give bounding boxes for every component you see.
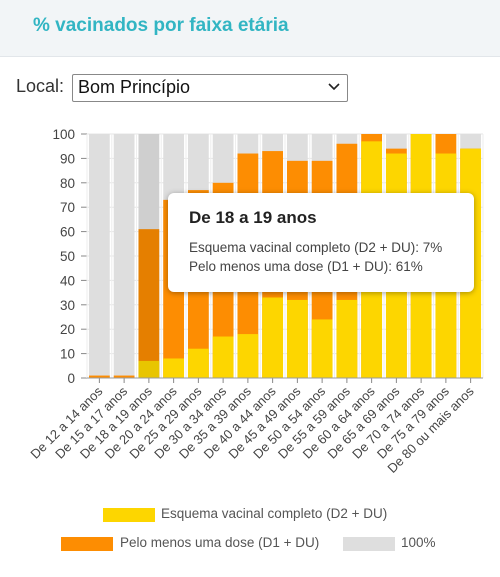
bar-total [113, 134, 135, 378]
bar-complete [138, 360, 160, 378]
bar-one-dose [138, 229, 160, 378]
y-tick-label: 40 [60, 273, 75, 288]
y-tick-label: 50 [60, 249, 75, 264]
location-select-value: Bom Princípio [78, 77, 191, 97]
bar-complete [212, 336, 234, 378]
chart-area: 0 10 20 30 40 50 60 70 80 90 100 De 12 a 14 anos De … [0, 120, 500, 572]
bar-complete [187, 348, 209, 378]
bar-one-dose [113, 375, 135, 378]
legend-swatch-total [343, 537, 395, 551]
bar-complete [262, 297, 284, 378]
tooltip-line-one-dose: Pelo menos uma dose (D1 + DU): 61% [189, 259, 423, 274]
bar-total [88, 134, 110, 378]
chevron-down-icon [328, 83, 340, 91]
legend-swatch-complete [103, 508, 155, 522]
legend-swatch-one-dose [61, 537, 113, 551]
y-tick-label: 0 [67, 371, 75, 386]
y-tick-label: 20 [60, 322, 75, 337]
chart-tooltip: De 18 a 19 anos Esquema vacinal completo… [168, 193, 474, 292]
tooltip-title: De 18 a 19 anos [189, 208, 317, 227]
location-select[interactable]: Bom Princípio [72, 74, 348, 102]
y-tick-label: 30 [60, 298, 75, 313]
y-tick-label: 100 [52, 127, 75, 142]
bar-complete [336, 299, 358, 378]
location-label: Local: [16, 76, 65, 96]
panel-header: % vacinados por faixa etária [0, 0, 500, 57]
legend-label-complete: Esquema vacinal completo (D2 + DU) [161, 506, 388, 521]
y-tick-label: 60 [60, 225, 75, 240]
legend-label-one-dose: Pelo menos uma dose (D1 + DU) [120, 535, 320, 550]
bar-complete [163, 358, 185, 378]
bar-complete [286, 299, 308, 378]
bar-complete [237, 334, 259, 378]
y-tick-label: 80 [60, 176, 75, 191]
tooltip-line-complete: Esquema vacinal completo (D2 + DU): 7% [189, 240, 443, 255]
y-tick-label: 90 [60, 151, 75, 166]
y-tick-label: 70 [60, 200, 75, 215]
bar-complete [311, 319, 333, 378]
legend-label-total: 100% [401, 535, 436, 550]
page-title: % vacinados por faixa etária [33, 15, 289, 36]
bar-one-dose [88, 375, 110, 378]
y-tick-label: 10 [60, 347, 75, 362]
